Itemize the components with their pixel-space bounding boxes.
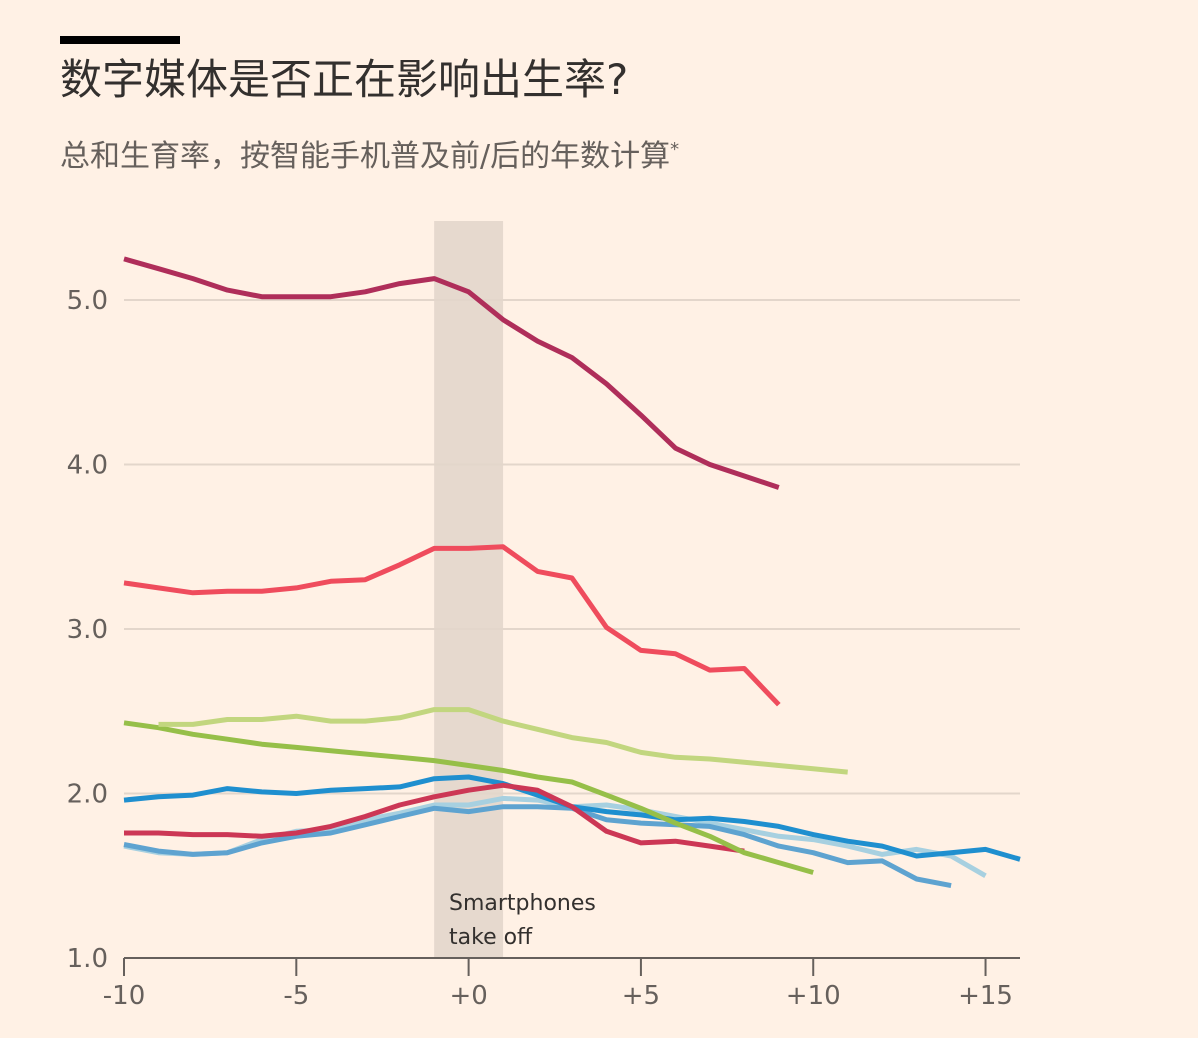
- series-line-7: [123, 544, 781, 707]
- x-tick-label: -5: [283, 981, 309, 1011]
- y-tick-label: 2.0: [67, 780, 108, 810]
- chart-title: 数字媒体是否正在影响出生率?: [60, 55, 629, 104]
- series-lines: [123, 256, 1021, 889]
- x-tick-label: +0: [449, 981, 487, 1011]
- series-line-3: [123, 774, 1021, 862]
- smartphones-take-off-band: [434, 221, 504, 958]
- subtitle-text: 总和生育率，按智能手机普及前/后的年数计算: [60, 139, 671, 174]
- annotation-line-2: take off: [449, 925, 533, 950]
- annotation-line-1: Smartphones: [449, 891, 596, 916]
- y-tick-label: 3.0: [67, 615, 108, 645]
- x-tick-label: +5: [622, 981, 660, 1011]
- y-tick-label: 1.0: [67, 944, 108, 974]
- series-line-5: [123, 720, 814, 875]
- x-tick-label: +15: [958, 981, 1013, 1011]
- subtitle-footnote-marker: *: [670, 139, 680, 160]
- title-accent-bar: [60, 36, 180, 44]
- series-line-8: [123, 256, 780, 490]
- series-line-6: [158, 707, 848, 775]
- chart-subtitle: 总和生育率，按智能手机普及前/后的年数计算*: [60, 128, 679, 179]
- series-line-4: [124, 782, 745, 854]
- y-tick-label: 5.0: [67, 286, 108, 316]
- x-tick-label: -10: [103, 981, 145, 1011]
- x-tick-label: +10: [786, 981, 841, 1011]
- axes: 1.0 2.0 3.0 4.0 5.0 -10 -5 +0 +5 +10 +15: [67, 286, 1020, 1011]
- series-line-2: [123, 804, 952, 889]
- y-tick-label: 4.0: [67, 451, 108, 481]
